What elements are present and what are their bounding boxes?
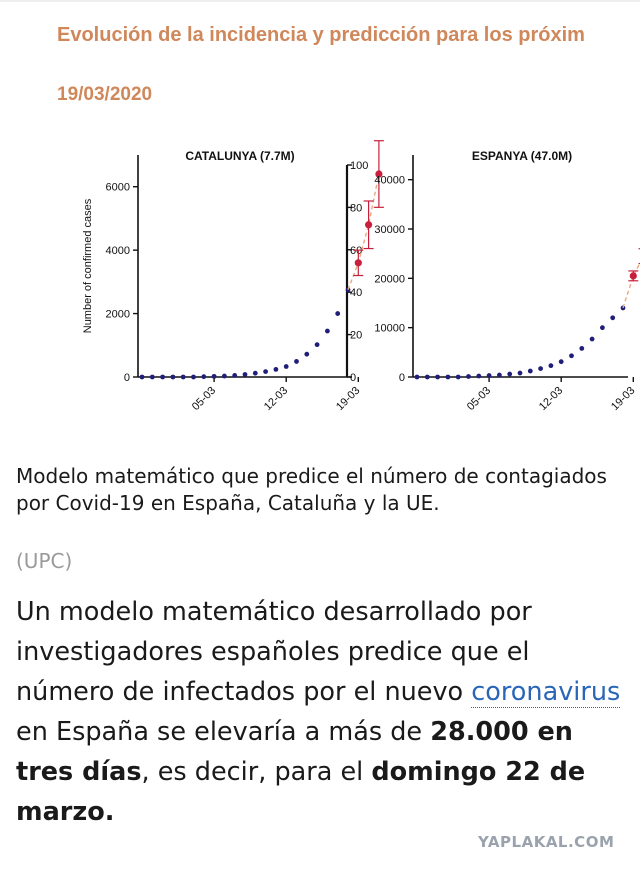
prediction-trend-line: [347, 173, 380, 291]
image-credit: (UPC): [16, 549, 73, 573]
data-point: [314, 342, 320, 348]
data-point: [180, 374, 186, 380]
figure-date: 19/03/2020: [57, 84, 153, 105]
x-tick-label: 19-03: [334, 385, 362, 413]
data-point: [455, 374, 461, 380]
data-point: [527, 368, 533, 374]
article-text-2: en España se elevaría a más de: [16, 717, 431, 747]
data-point: [497, 372, 502, 378]
data-point: [222, 373, 227, 379]
data-point: [424, 374, 430, 380]
chart-figure: Evolución de la incidencia y predicción …: [0, 0, 640, 413]
article-text-1: Un modelo matemático desarrollado por in…: [16, 597, 532, 707]
data-point: [610, 315, 616, 321]
data-point: [445, 374, 451, 380]
data-point: [139, 374, 145, 380]
data-point: [263, 369, 268, 375]
y2-tick-label: 100: [350, 160, 368, 172]
data-point: [558, 359, 564, 365]
y-tick-label: 40000: [374, 175, 405, 187]
data-point: [201, 374, 207, 380]
y2-tick-label: 20: [350, 330, 362, 342]
chart-1: CATALUNYA (7.7M) 0 2000 4000 6000 05-03 12-03 1…: [82, 140, 384, 413]
data-point: [589, 336, 595, 342]
watermark: YAPLAKAL.COM: [478, 833, 615, 851]
image-caption: Modelo matemático que predice el número …: [16, 464, 607, 515]
y2-tick-label: 80: [350, 202, 362, 214]
y-tick-label: 30000: [374, 224, 405, 236]
data-point: [232, 373, 238, 378]
article-text-3: , es decir, para el: [141, 757, 372, 787]
data-point: [507, 371, 513, 377]
y-tick-label: 10000: [374, 323, 405, 335]
article-bold-1: 28.000 en tres días: [16, 717, 573, 787]
coronavirus-link[interactable]: coronavirus: [471, 677, 621, 708]
prediction-point: [365, 221, 373, 229]
data-point: [273, 366, 279, 372]
data-point: [466, 374, 471, 379]
chart-title: ESPANYA (47.0M): [472, 149, 572, 163]
data-point: [160, 374, 166, 380]
data-point: [569, 353, 574, 359]
data-point: [252, 370, 258, 376]
data-point: [538, 366, 543, 372]
chart-2: ESPANYA (47.0M) 0 10000 20000 30000 40000 05-0…: [374, 149, 640, 413]
y-tick-label: 2000: [106, 309, 130, 321]
data-point: [170, 374, 176, 380]
x-tick-label: 12-03: [262, 385, 290, 413]
data-point: [414, 374, 420, 380]
data-point: [304, 351, 310, 357]
y2-tick-label: 40: [350, 287, 362, 299]
y2-tick-label: 0: [350, 372, 356, 384]
data-point: [211, 373, 217, 379]
data-point: [149, 374, 155, 380]
data-point: [325, 328, 330, 334]
article-paragraph: Un modelo matemático desarrollado por in…: [16, 592, 631, 832]
data-point: [294, 359, 299, 364]
prediction-point: [354, 259, 362, 267]
data-point: [335, 311, 341, 316]
y-tick-label: 0: [124, 372, 130, 384]
data-point: [435, 374, 440, 380]
chart-title: CATALUNYA (7.7M): [185, 149, 294, 163]
y-tick-label: 4000: [106, 245, 130, 257]
x-tick-label: 12-03: [537, 385, 565, 413]
y-axis-label: Number of confirmed cases: [82, 198, 94, 333]
article-bold-2: domingo 22 de marzo.: [16, 757, 586, 827]
prediction-point: [629, 272, 637, 280]
figure-title: Evolución de la incidencia y predicción …: [57, 24, 585, 46]
x-tick-label: 19-03: [609, 385, 637, 413]
y2-tick-label: 60: [350, 245, 362, 257]
data-point: [517, 370, 523, 376]
data-point: [242, 372, 248, 377]
data-point: [476, 373, 482, 379]
data-point: [486, 373, 492, 378]
x-tick-label: 05-03: [190, 385, 218, 413]
data-point: [548, 363, 554, 369]
prediction-point: [375, 170, 383, 178]
data-point: [579, 345, 585, 351]
data-point: [191, 374, 196, 380]
x-tick-label: 05-03: [465, 385, 493, 413]
y-tick-label: 20000: [374, 273, 405, 285]
data-point: [600, 325, 605, 331]
prediction-trend-line: [622, 261, 640, 309]
data-point: [283, 364, 289, 369]
y-tick-label: 6000: [106, 182, 130, 194]
top-divider: [0, 0, 640, 2]
y-tick-label: 0: [399, 372, 405, 384]
